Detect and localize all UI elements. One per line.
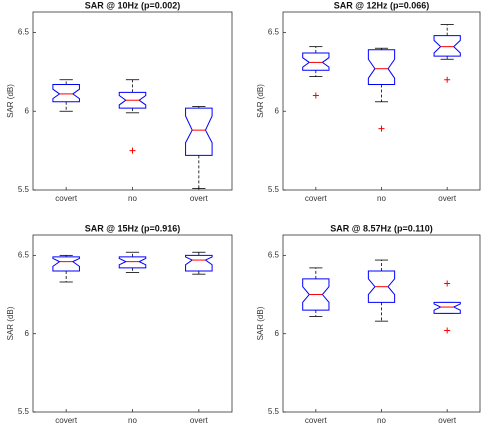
x-tick-label: overt: [438, 194, 457, 203]
x-tick-label: covert: [55, 416, 78, 425]
y-tick-label: 6: [275, 329, 280, 338]
box: [118, 256, 147, 269]
x-tick-label: no: [128, 194, 137, 203]
x-tick-label: no: [128, 416, 137, 425]
chart-title: SAR @ 15Hz (p=0.916): [85, 223, 181, 233]
y-tick-label: 5.5: [18, 185, 30, 194]
y-tick-label: 6.5: [18, 250, 30, 259]
chart-title: SAR @ 12Hz (p=0.066): [334, 0, 430, 10]
outlier: [444, 76, 451, 83]
y-axis-label: SAR (dB): [6, 84, 15, 118]
x-tick-label: overt: [190, 416, 209, 425]
x-tick-label: overt: [438, 416, 457, 425]
box: [433, 301, 461, 314]
x-tick-label: covert: [305, 416, 328, 425]
y-axis-label: SAR (dB): [256, 84, 265, 118]
box: [52, 83, 80, 103]
x-tick-label: no: [377, 194, 386, 203]
outlier: [444, 280, 451, 287]
box: [52, 256, 80, 272]
x-tick-label: covert: [305, 194, 328, 203]
y-tick-label: 6.5: [18, 28, 30, 37]
outlier: [129, 147, 136, 154]
outlier: [444, 327, 451, 334]
x-tick-label: no: [377, 416, 386, 425]
chart-title: SAR @ 8.57Hz (p=0.110): [330, 223, 433, 233]
y-tick-label: 6: [25, 106, 30, 115]
box: [433, 35, 461, 57]
box: [185, 254, 213, 272]
y-tick-label: 6: [275, 106, 280, 115]
plot-area: [282, 234, 481, 413]
outlier: [312, 92, 319, 99]
y-axis-label: SAR (dB): [6, 306, 15, 340]
y-tick-label: 5.5: [18, 407, 30, 416]
y-tick-label: 5.5: [268, 407, 280, 416]
y-tick-label: 5.5: [268, 185, 280, 194]
y-axis-label: SAR (dB): [256, 306, 265, 340]
x-tick-label: overt: [190, 194, 209, 203]
box: [185, 107, 213, 156]
x-tick-label: covert: [55, 194, 78, 203]
y-tick-label: 6.5: [268, 250, 280, 259]
outlier: [378, 125, 385, 132]
box: [367, 49, 396, 85]
box: [302, 52, 330, 71]
chart-title: SAR @ 10Hz (p=0.002): [85, 0, 181, 10]
y-tick-label: 6.5: [268, 28, 280, 37]
y-tick-label: 6: [25, 329, 30, 338]
